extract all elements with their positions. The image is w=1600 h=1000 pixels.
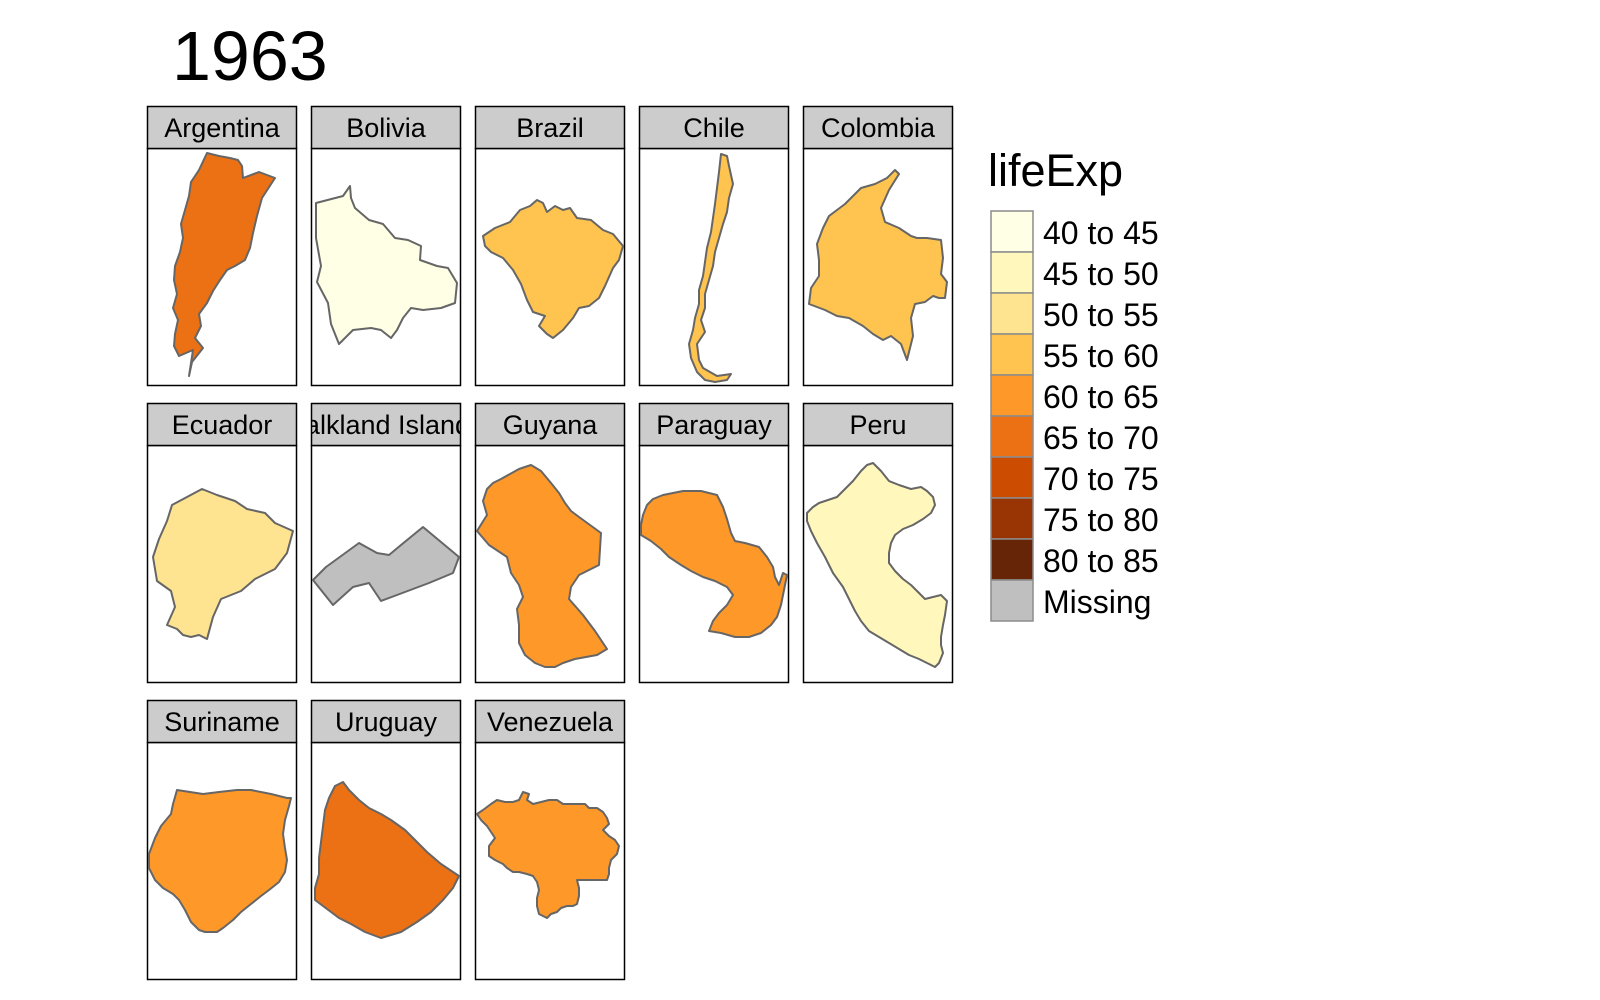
facet-panel: Ecuador	[146, 402, 298, 684]
country-shape	[152, 488, 294, 640]
facet-label: Peru	[849, 410, 906, 440]
facet-panel: Argentina	[146, 105, 298, 387]
chart-title: 1963	[172, 17, 328, 95]
facet-panel: Chile	[638, 105, 790, 387]
facet-label: Venezuela	[487, 707, 614, 737]
facet-strip	[310, 402, 462, 447]
facet-panel: Paraguay	[638, 402, 790, 684]
facet-label: Chile	[683, 113, 745, 143]
facet-strip	[474, 105, 626, 150]
facet-strip	[474, 402, 626, 447]
legend-label: 75 to 80	[1043, 502, 1159, 538]
legend-label: 50 to 55	[1043, 297, 1159, 333]
facet-strip	[638, 402, 790, 447]
legend: lifeExp 40 to 45 45 to 50 50 to 55 55 to 60 6…	[988, 145, 1159, 622]
country-shape	[315, 185, 458, 345]
facet-label: Ecuador	[172, 410, 273, 440]
facet-panel: Uruguay	[310, 699, 462, 981]
legend-label: 70 to 75	[1043, 461, 1159, 497]
facet-label: Suriname	[164, 707, 280, 737]
country-shape	[806, 462, 948, 668]
facet-panel: Peru	[802, 402, 954, 684]
country-shape	[808, 169, 948, 361]
legend-label: Missing	[1043, 584, 1151, 620]
legend-swatch	[990, 251, 1034, 294]
facet-label: Colombia	[821, 113, 936, 143]
legend-swatch	[990, 497, 1034, 540]
legend-label: 45 to 50	[1043, 256, 1159, 292]
legend-title: lifeExp	[988, 145, 1123, 196]
legend-label: 80 to 85	[1043, 543, 1159, 579]
legend-swatch	[990, 456, 1034, 499]
facet-strip	[146, 105, 298, 150]
country-shape	[476, 791, 620, 919]
country-shape	[312, 526, 460, 606]
country-shape	[172, 152, 276, 377]
facet-strip	[638, 105, 790, 150]
facet-label: Falkland Islands	[288, 410, 483, 440]
facet-strip	[802, 105, 954, 150]
facet-strip	[474, 699, 626, 744]
facet-panel: Suriname	[146, 699, 298, 981]
legend-label: 40 to 45	[1043, 215, 1159, 251]
facet-panel: Venezuela	[474, 699, 626, 981]
legend-label: 55 to 60	[1043, 338, 1159, 374]
facet-map-frame	[638, 147, 790, 387]
facet-panel: Colombia	[802, 105, 954, 387]
country-shape	[688, 153, 734, 383]
legend-swatch	[990, 538, 1034, 581]
legend-swatch	[990, 579, 1034, 622]
country-shape	[314, 781, 460, 939]
facet-panel: Bolivia	[310, 105, 462, 387]
legend-swatch	[990, 415, 1034, 458]
facet-strip	[146, 699, 298, 744]
legend-swatch	[990, 374, 1034, 417]
facet-panel: Falkland Islands	[288, 402, 483, 684]
legend-swatch	[990, 210, 1034, 253]
facet-strip	[146, 402, 298, 447]
country-shape	[640, 490, 788, 638]
facet-label: Paraguay	[656, 410, 772, 440]
country-shape	[476, 464, 608, 668]
country-shape	[482, 199, 624, 339]
facet-label: Brazil	[516, 113, 584, 143]
facet-label: Bolivia	[346, 113, 427, 143]
facet-label: Argentina	[164, 113, 281, 143]
facet-label: Uruguay	[335, 707, 438, 737]
country-shape	[148, 789, 292, 933]
facet-strip	[310, 105, 462, 150]
facet-strip	[802, 402, 954, 447]
facet-label: Guyana	[503, 410, 599, 440]
facet-panel: Guyana	[474, 402, 626, 684]
legend-swatch	[990, 292, 1034, 335]
legend-label: 60 to 65	[1043, 379, 1159, 415]
legend-label: 65 to 70	[1043, 420, 1159, 456]
facet-panel: Brazil	[474, 105, 626, 387]
facet-strip	[310, 699, 462, 744]
legend-swatch	[990, 333, 1034, 376]
facet-grid: Argentina Bolivia Brazil Chile Colombia Ecuad…	[146, 105, 954, 981]
